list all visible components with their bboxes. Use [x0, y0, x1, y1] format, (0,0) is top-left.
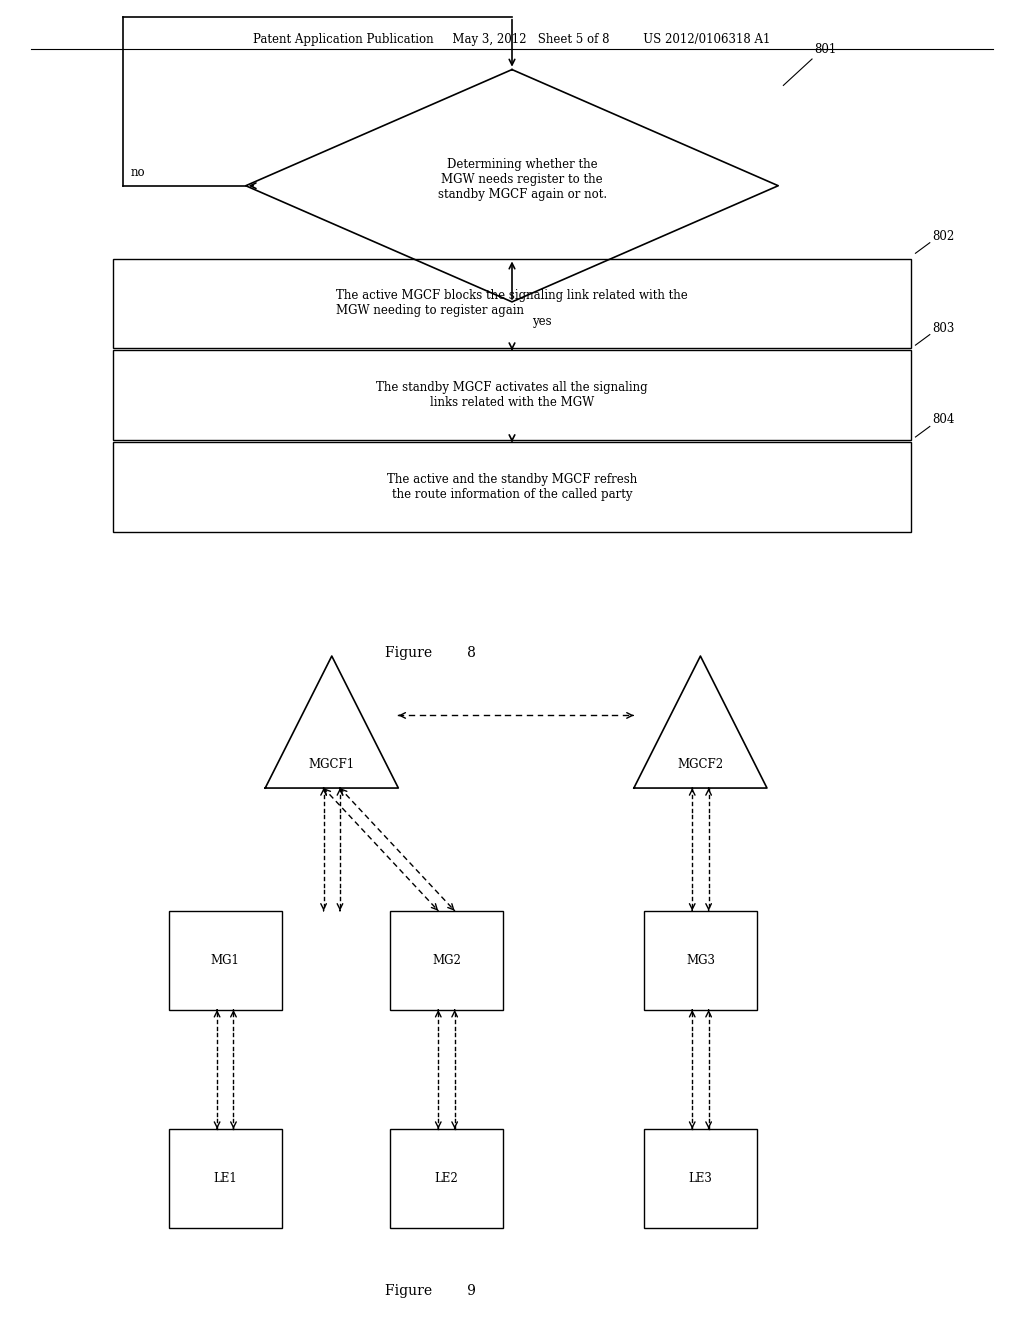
- Text: MGCF1: MGCF1: [308, 758, 355, 771]
- Text: Figure        8: Figure 8: [385, 647, 475, 660]
- Text: 804: 804: [932, 413, 954, 426]
- Text: Determining whether the
MGW needs register to the
standby MGCF again or not.: Determining whether the MGW needs regist…: [437, 157, 607, 201]
- Text: LE1: LE1: [213, 1172, 238, 1185]
- FancyBboxPatch shape: [390, 1129, 503, 1228]
- FancyBboxPatch shape: [644, 1129, 757, 1228]
- Text: The standby MGCF activates all the signaling
links related with the MGW: The standby MGCF activates all the signa…: [376, 381, 648, 409]
- Text: Patent Application Publication     May 3, 2012   Sheet 5 of 8         US 2012/01: Patent Application Publication May 3, 20…: [253, 33, 771, 46]
- Text: MG1: MG1: [211, 954, 240, 966]
- Text: 801: 801: [814, 44, 837, 57]
- Text: MG3: MG3: [686, 954, 715, 966]
- Text: 803: 803: [932, 322, 954, 334]
- Text: MG2: MG2: [432, 954, 461, 966]
- FancyBboxPatch shape: [113, 259, 911, 348]
- Text: Figure        9: Figure 9: [385, 1284, 475, 1298]
- FancyBboxPatch shape: [390, 911, 503, 1010]
- Text: LE3: LE3: [688, 1172, 713, 1185]
- FancyBboxPatch shape: [644, 911, 757, 1010]
- Text: no: no: [131, 166, 145, 180]
- Text: yes: yes: [532, 315, 552, 329]
- FancyBboxPatch shape: [113, 350, 911, 440]
- Text: 802: 802: [932, 230, 954, 243]
- Text: MGCF2: MGCF2: [677, 758, 724, 771]
- Text: The active and the standby MGCF refresh
the route information of the called part: The active and the standby MGCF refresh …: [387, 473, 637, 502]
- FancyBboxPatch shape: [169, 1129, 282, 1228]
- Text: The active MGCF blocks the signaling link related with the
MGW needing to regist: The active MGCF blocks the signaling lin…: [336, 289, 688, 317]
- FancyBboxPatch shape: [169, 911, 282, 1010]
- Text: LE2: LE2: [434, 1172, 459, 1185]
- FancyBboxPatch shape: [113, 442, 911, 532]
